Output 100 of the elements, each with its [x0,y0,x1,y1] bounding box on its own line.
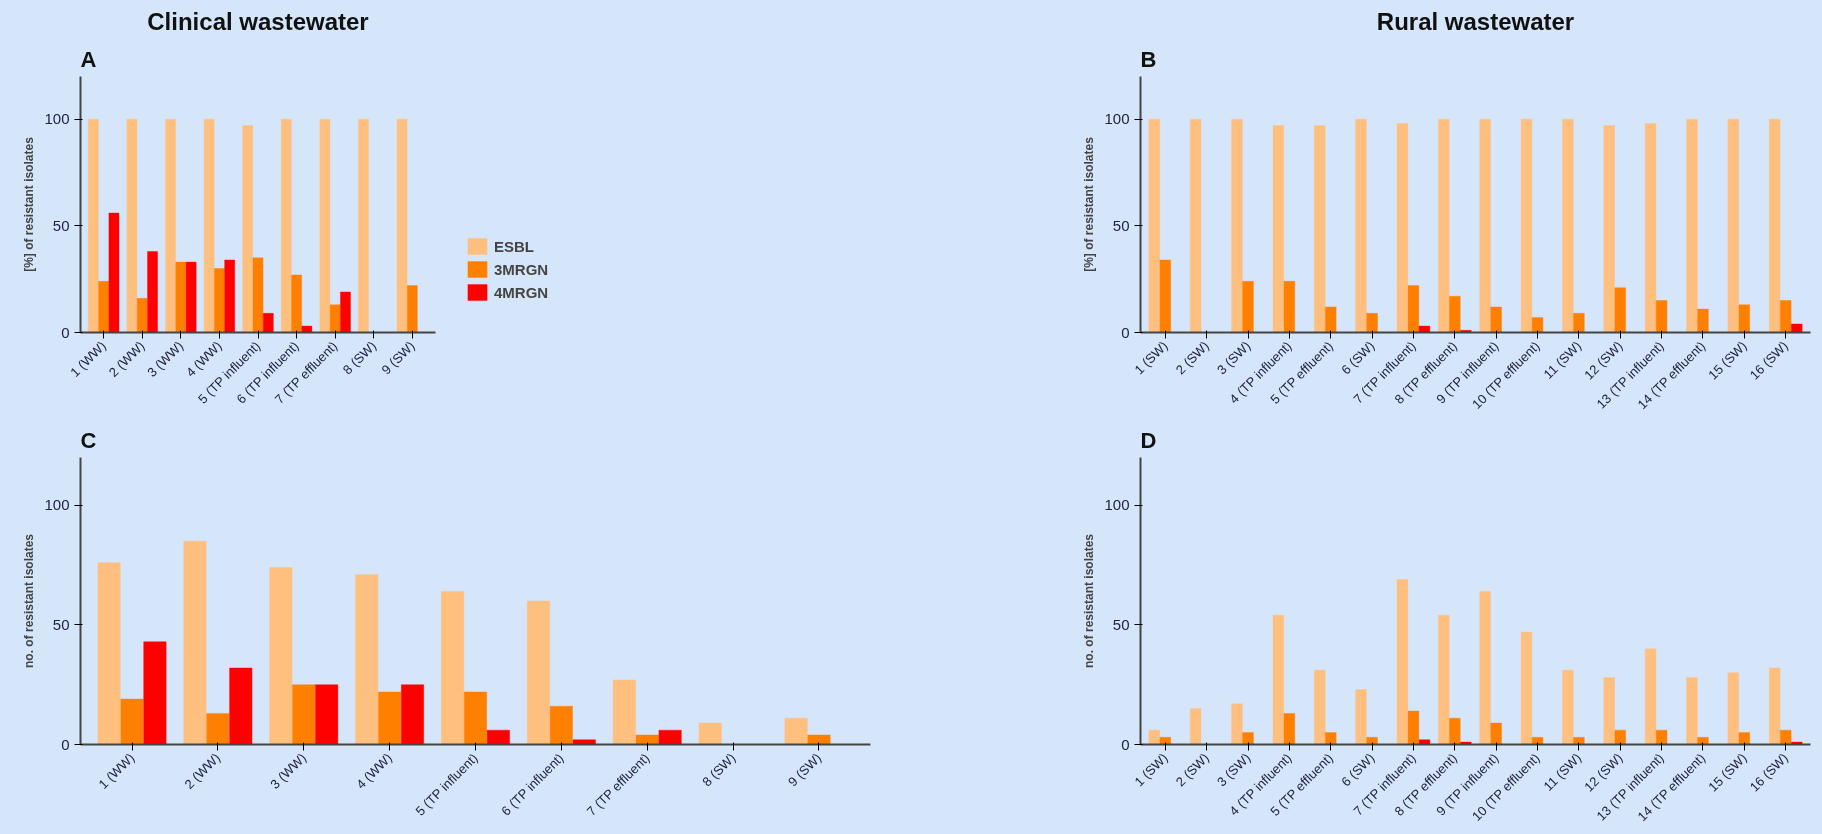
chart-subtitle: A [80,46,97,72]
bar [1283,280,1296,333]
bar [1437,614,1450,745]
bar [1407,710,1420,745]
bar [807,734,831,745]
bar [1779,729,1792,745]
bar [291,274,303,333]
bar [784,717,808,745]
bar [1520,118,1533,333]
bar [1614,729,1627,745]
bar [185,261,197,333]
bar [396,118,408,333]
bar [1355,118,1367,333]
bar [1655,300,1668,333]
bar [242,125,254,333]
bar [1313,669,1326,745]
y-tick-label: 0 [1121,323,1130,341]
bar [1324,732,1337,745]
bar [1572,312,1585,333]
y-tick-label: 50 [52,216,70,234]
bar [658,729,682,745]
y-axis-title: [%] of resistant isolates [1082,136,1097,272]
bar [1479,590,1492,745]
bar [1790,323,1803,333]
bar [1418,739,1431,745]
bar [1686,677,1698,745]
y-axis-title: [%] of resistant isolates [22,136,37,272]
bar [572,739,596,745]
bar [1148,729,1161,745]
bar [612,679,637,745]
bar [463,691,488,745]
bar [377,691,402,745]
y-tick-label: 50 [52,615,70,633]
bar [1231,118,1243,333]
bar [203,118,215,333]
bar [143,641,167,745]
bar [1603,125,1616,333]
bar [1148,118,1161,333]
bar [146,250,159,333]
bar [1396,122,1409,333]
bar [1531,317,1544,333]
bar [486,729,511,745]
bar [1189,708,1202,745]
bar [1448,295,1461,333]
bar [224,259,236,333]
bar [698,722,722,745]
bar [357,118,370,333]
bar [1159,736,1172,745]
bar [635,734,659,745]
bar [1459,741,1472,745]
bar [1396,578,1409,745]
bar [292,684,316,745]
bar [355,574,379,745]
bar [301,325,313,333]
bar [97,562,121,745]
y-tick-label: 100 [1104,496,1130,514]
bar [1490,722,1503,745]
y-axis-title: no. of resistant isolates [22,533,37,669]
bar [1272,125,1285,333]
bar [1790,741,1803,745]
chart-subtitle: B [1140,46,1157,72]
bar [1448,717,1461,745]
bar [1655,729,1668,745]
bar [1189,118,1202,333]
y-axis-title: no. of resistant isolates [1082,533,1097,669]
bar [1727,672,1740,745]
y-tick-label: 100 [44,496,70,514]
bar [1520,631,1533,745]
bar [1644,122,1657,333]
bar [1686,118,1698,333]
bar [229,667,253,745]
bar [1313,125,1326,333]
bar [1531,736,1544,745]
bar [1614,287,1627,333]
bar [1355,688,1367,745]
bar [1603,677,1616,745]
legend-label: 3MRGN [494,260,550,278]
bar [1283,712,1296,745]
bar [1242,732,1254,745]
y-tick-label: 50 [1112,216,1130,234]
bar [1727,118,1740,333]
bar [314,684,339,745]
bar [1490,306,1503,333]
bar [164,118,177,333]
bar [1231,703,1243,745]
bar [1572,736,1585,745]
chart-subtitle: C [80,427,97,453]
bar [1738,732,1751,745]
bar [1768,667,1781,745]
bar [549,705,574,745]
bar [1366,736,1379,745]
bar [406,285,418,333]
bar [329,304,341,333]
bar [126,118,138,333]
bar [440,590,465,745]
bar [206,712,230,745]
bar [526,600,551,745]
bar [1768,118,1781,333]
bar [339,291,352,333]
bar [1159,259,1172,333]
